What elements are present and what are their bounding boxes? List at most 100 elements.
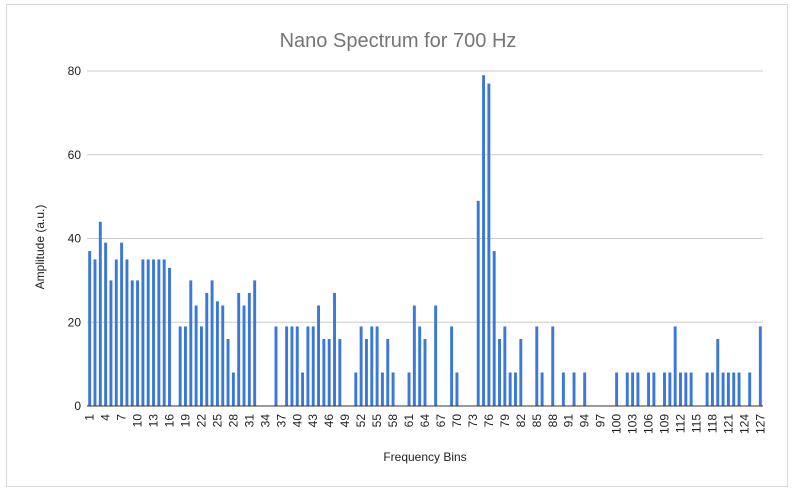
bar[interactable] xyxy=(652,372,656,407)
bar[interactable] xyxy=(152,259,155,406)
bar[interactable] xyxy=(285,326,289,406)
bar[interactable] xyxy=(338,339,342,406)
bar[interactable] xyxy=(705,372,709,407)
bar[interactable] xyxy=(370,326,374,406)
bar[interactable] xyxy=(450,326,454,406)
bar[interactable] xyxy=(189,280,193,407)
bar[interactable] xyxy=(498,339,501,406)
bar[interactable] xyxy=(423,339,427,406)
bar[interactable] xyxy=(572,372,576,407)
bar[interactable] xyxy=(380,372,384,407)
bar[interactable] xyxy=(114,259,118,406)
bar[interactable] xyxy=(306,326,310,406)
bar[interactable] xyxy=(418,326,422,406)
bar[interactable] xyxy=(407,372,411,407)
bar[interactable] xyxy=(625,372,629,407)
bar[interactable] xyxy=(684,372,688,407)
bar[interactable] xyxy=(226,339,230,406)
bar[interactable] xyxy=(647,372,651,407)
bar[interactable] xyxy=(199,326,203,406)
bar[interactable] xyxy=(673,326,677,406)
bar[interactable] xyxy=(721,372,725,407)
x-tick-label: 94 xyxy=(578,414,592,428)
bar[interactable] xyxy=(508,372,512,407)
bar[interactable] xyxy=(242,305,246,407)
bar[interactable] xyxy=(689,372,693,407)
bar[interactable] xyxy=(205,292,209,406)
bar[interactable] xyxy=(535,326,539,406)
bar[interactable] xyxy=(93,259,97,406)
bar[interactable] xyxy=(109,280,113,407)
bar[interactable] xyxy=(146,259,150,406)
bar[interactable] xyxy=(311,326,315,406)
bar[interactable] xyxy=(157,259,161,406)
bar[interactable] xyxy=(104,242,108,406)
bar[interactable] xyxy=(482,75,486,406)
bar[interactable] xyxy=(178,326,182,406)
bar[interactable] xyxy=(758,326,762,406)
bar[interactable] xyxy=(726,372,730,407)
bar[interactable] xyxy=(412,305,416,407)
bar[interactable] xyxy=(615,372,619,407)
bar[interactable] xyxy=(631,372,635,407)
bar[interactable] xyxy=(716,339,720,406)
bar[interactable] xyxy=(88,251,92,406)
bar[interactable] xyxy=(540,372,544,407)
bar[interactable] xyxy=(519,339,523,406)
bar[interactable] xyxy=(636,372,640,407)
y-tick-label: 20 xyxy=(68,315,82,329)
bar[interactable] xyxy=(295,326,299,406)
bar[interactable] xyxy=(455,372,459,407)
bar[interactable] xyxy=(141,259,145,406)
bar[interactable] xyxy=(290,326,294,406)
bar[interactable] xyxy=(391,372,395,407)
bar[interactable] xyxy=(732,372,736,407)
bar[interactable] xyxy=(253,280,257,407)
bar[interactable] xyxy=(301,372,305,407)
x-tick-label: 22 xyxy=(194,414,208,428)
bar[interactable] xyxy=(476,200,480,406)
bar[interactable] xyxy=(322,339,326,406)
x-tick-label: 10 xyxy=(131,414,145,428)
bar[interactable] xyxy=(221,305,225,407)
bar[interactable] xyxy=(663,372,666,407)
bar[interactable] xyxy=(247,292,251,406)
bar[interactable] xyxy=(514,372,517,407)
bar[interactable] xyxy=(748,372,752,407)
bar[interactable] xyxy=(492,251,496,406)
bar[interactable] xyxy=(487,83,491,406)
bar[interactable] xyxy=(317,305,321,407)
bar[interactable] xyxy=(231,372,235,407)
bar[interactable] xyxy=(333,292,336,406)
bar[interactable] xyxy=(583,372,587,407)
bar[interactable] xyxy=(98,221,102,406)
bar[interactable] xyxy=(184,326,187,406)
bar[interactable] xyxy=(274,326,278,406)
bar[interactable] xyxy=(737,372,741,407)
bar[interactable] xyxy=(327,339,331,406)
bar[interactable] xyxy=(215,301,219,406)
bar[interactable] xyxy=(710,372,714,407)
bar[interactable] xyxy=(237,292,241,406)
bar[interactable] xyxy=(434,305,438,407)
bar[interactable] xyxy=(125,259,129,406)
bar[interactable] xyxy=(210,280,214,407)
bar[interactable] xyxy=(551,326,555,406)
bar[interactable] xyxy=(679,372,682,407)
bar[interactable] xyxy=(359,326,363,406)
bar[interactable] xyxy=(168,267,171,406)
x-tick-label: 64 xyxy=(418,414,432,428)
bar[interactable] xyxy=(130,280,134,407)
bar[interactable] xyxy=(354,372,358,407)
bar[interactable] xyxy=(503,326,507,406)
bar[interactable] xyxy=(375,326,379,406)
bar[interactable] xyxy=(120,242,124,406)
bar[interactable] xyxy=(162,259,166,406)
bar[interactable] xyxy=(194,305,198,407)
bar[interactable] xyxy=(386,339,390,406)
bar[interactable] xyxy=(364,339,368,406)
bar[interactable] xyxy=(136,280,140,407)
bar[interactable] xyxy=(668,372,672,407)
bar[interactable] xyxy=(561,372,565,407)
